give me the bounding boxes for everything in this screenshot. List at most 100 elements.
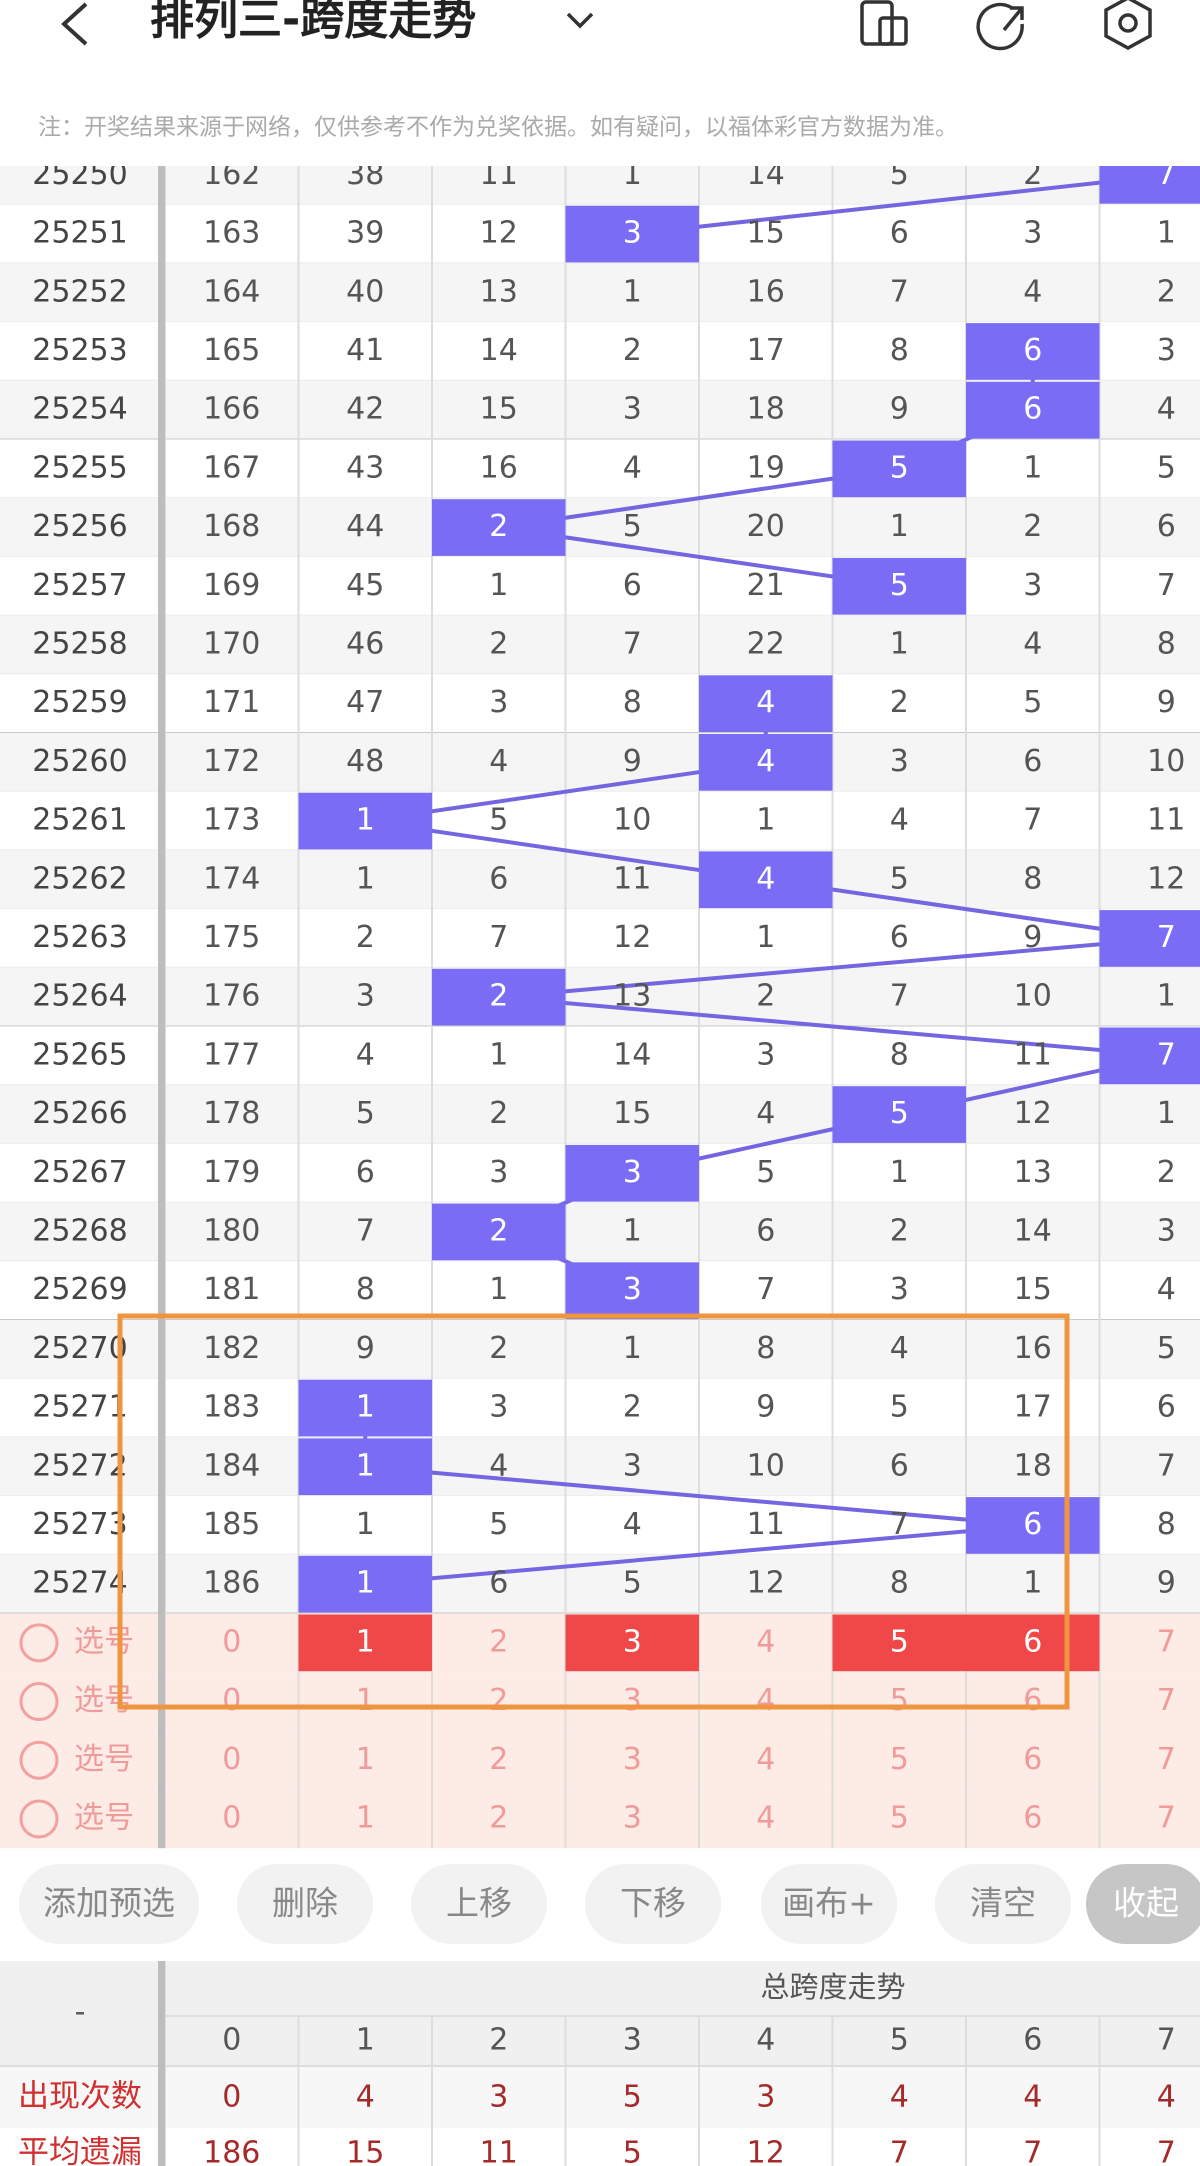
select-toggle[interactable] xyxy=(19,1740,59,1780)
button-label[interactable]: 删除 xyxy=(272,1884,338,1923)
button[interactable] xyxy=(1086,1864,1200,1944)
cell-value: 2 xyxy=(1157,274,1176,309)
cell-value: 19 xyxy=(747,450,785,485)
selection-value[interactable]: 3 xyxy=(623,1624,642,1659)
share-icon[interactable] xyxy=(976,2,1024,51)
selection-value[interactable]: 7 xyxy=(1157,1683,1176,1718)
selection-value[interactable]: 1 xyxy=(356,1683,375,1718)
back-button[interactable] xyxy=(61,2,88,46)
cell-value: 173 xyxy=(203,803,260,838)
selection-value[interactable]: 1 xyxy=(356,1742,375,1777)
stats-column: 0 xyxy=(222,2023,241,2058)
selection-value[interactable]: 0 xyxy=(222,1624,241,1659)
selection-value[interactable]: 1 xyxy=(356,1624,375,1659)
button-label[interactable]: 画布+ xyxy=(782,1884,876,1923)
selection-value[interactable]: 3 xyxy=(623,1800,642,1835)
button[interactable] xyxy=(19,1864,199,1944)
cell-value: 169 xyxy=(203,568,260,603)
cell-value: 46 xyxy=(346,626,384,661)
stats-value: 7 xyxy=(1023,2136,1042,2166)
selection-value[interactable]: 7 xyxy=(1157,1742,1176,1777)
cell-value: 45 xyxy=(346,568,384,603)
stats-column: 4 xyxy=(756,2023,775,2058)
button[interactable] xyxy=(585,1864,721,1944)
cell-value: 175 xyxy=(203,920,260,955)
stats-value: 3 xyxy=(489,2080,508,2115)
selected-cell xyxy=(832,1614,966,1672)
button[interactable] xyxy=(935,1864,1071,1944)
selection-value[interactable]: 3 xyxy=(623,1742,642,1777)
selection-value[interactable]: 5 xyxy=(890,1624,909,1659)
hit-cell xyxy=(565,1262,699,1319)
selection-value[interactable]: 5 xyxy=(890,1742,909,1777)
selection-value[interactable]: 4 xyxy=(756,1624,775,1659)
selection-value[interactable]: 0 xyxy=(222,1742,241,1777)
selection-value[interactable]: 4 xyxy=(756,1683,775,1718)
row-bg xyxy=(0,1026,1200,1086)
cell-value: 3 xyxy=(489,1390,508,1425)
button[interactable] xyxy=(237,1864,373,1944)
selection-value[interactable]: 7 xyxy=(1157,1800,1176,1835)
cell-value: 12 xyxy=(480,216,518,251)
hit-value: 1 xyxy=(356,1566,375,1601)
selection-value[interactable]: 2 xyxy=(489,1742,508,1777)
selection-value[interactable]: 6 xyxy=(1023,1624,1042,1659)
cell-value: 5 xyxy=(489,1507,508,1542)
cell-value: 1 xyxy=(890,1155,909,1190)
cell-value: 13 xyxy=(1014,1155,1052,1190)
selection-value[interactable]: 4 xyxy=(756,1742,775,1777)
select-toggle[interactable] xyxy=(19,1623,59,1663)
cell-value: 15 xyxy=(480,392,518,427)
selection-row-bg xyxy=(0,1672,1200,1731)
button[interactable] xyxy=(761,1864,897,1944)
selection-value[interactable]: 6 xyxy=(1023,1742,1042,1777)
cell-value: 6 xyxy=(623,568,642,603)
selection-value[interactable]: 0 xyxy=(222,1683,241,1718)
cell-value: 14 xyxy=(613,1037,651,1072)
device-icon[interactable] xyxy=(860,0,908,46)
cell-value: 47 xyxy=(346,685,384,720)
settings-icon[interactable] xyxy=(1104,0,1152,50)
period: 25273 xyxy=(32,1507,127,1542)
period: 25271 xyxy=(32,1390,127,1425)
period: 25259 xyxy=(32,685,127,720)
cell-value: 185 xyxy=(203,1507,260,1542)
selection-value[interactable]: 0 xyxy=(222,1800,241,1835)
selection-value[interactable]: 3 xyxy=(623,1683,642,1718)
period: 25258 xyxy=(32,626,127,661)
selection-value[interactable]: 5 xyxy=(890,1683,909,1718)
selection-value[interactable]: 2 xyxy=(489,1683,508,1718)
select-toggle[interactable] xyxy=(19,1799,59,1839)
hit-cell xyxy=(565,205,699,263)
stats-value: 3 xyxy=(756,2080,775,2115)
title-dropdown[interactable] xyxy=(566,12,594,29)
cell-value: 42 xyxy=(346,392,384,427)
button[interactable] xyxy=(411,1864,547,1944)
cell-value: 179 xyxy=(203,1155,260,1190)
cell-value: 12 xyxy=(747,1566,785,1601)
button-label[interactable]: 收起 xyxy=(1113,1884,1179,1923)
selection-value[interactable]: 6 xyxy=(1023,1683,1042,1718)
cell-value: 18 xyxy=(1014,1448,1052,1483)
selection-value[interactable]: 2 xyxy=(489,1624,508,1659)
button-label[interactable]: 清空 xyxy=(970,1884,1036,1923)
selection-value[interactable]: 1 xyxy=(356,1800,375,1835)
cell-value: 18 xyxy=(747,392,785,427)
button-label[interactable]: 添加预选 xyxy=(43,1884,175,1923)
stats-corner: - xyxy=(75,1995,86,2030)
cell-value: 4 xyxy=(1157,392,1176,427)
selection-value[interactable]: 7 xyxy=(1157,1624,1176,1659)
selection-value[interactable]: 6 xyxy=(1023,1800,1042,1835)
select-toggle[interactable] xyxy=(19,1682,59,1722)
selection-value[interactable]: 5 xyxy=(890,1800,909,1835)
stats-row-bg xyxy=(0,2128,1200,2166)
button-label[interactable]: 上移 xyxy=(446,1884,512,1923)
hit-value: 3 xyxy=(623,216,642,251)
hit-cell xyxy=(699,851,833,909)
selection-value[interactable]: 4 xyxy=(756,1800,775,1835)
button-label[interactable]: 下移 xyxy=(620,1884,686,1923)
stats-value: 0 xyxy=(222,2080,241,2115)
stats-value: 7 xyxy=(890,2136,909,2166)
selection-value[interactable]: 2 xyxy=(489,1800,508,1835)
cell-value: 5 xyxy=(890,1390,909,1425)
